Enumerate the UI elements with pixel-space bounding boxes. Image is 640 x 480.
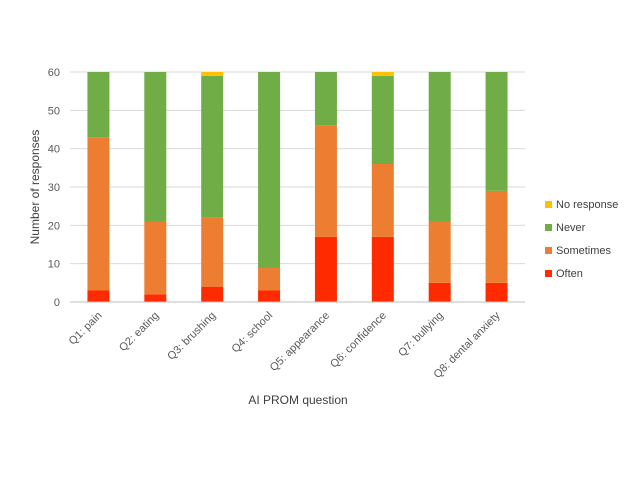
- bar-segment-never: [144, 72, 167, 222]
- y-tick-label: 30: [48, 182, 60, 194]
- bar-segment-sometimes: [201, 217, 224, 287]
- y-tick-label: 60: [48, 67, 60, 79]
- bar-segment-sometimes: [87, 137, 110, 291]
- x-tick-label: Q4: school: [230, 310, 276, 356]
- bar-segment-no-response: [371, 72, 394, 76]
- bar-segment-often: [485, 282, 508, 302]
- bar-segment-often: [428, 282, 451, 302]
- bar-segment-never: [314, 72, 337, 126]
- y-tick-label: 40: [48, 144, 60, 156]
- legend-label: Sometimes: [556, 245, 612, 257]
- bar-segment-often: [144, 294, 167, 302]
- bar-segment-sometimes: [144, 221, 167, 295]
- bar-segment-often: [371, 236, 394, 302]
- legend: No response Never Sometimes Often: [545, 199, 618, 280]
- legend-swatch: [545, 224, 552, 231]
- bar-segment-never: [87, 72, 110, 138]
- legend-label: Never: [556, 222, 586, 234]
- bar-segment-no-response: [201, 72, 224, 76]
- y-tick-label: 10: [48, 259, 60, 271]
- x-tick-label: Q7: bullying: [396, 310, 446, 360]
- x-tick-label: Q3: brushing: [165, 310, 218, 363]
- x-tick-label: Q1: pain: [67, 310, 105, 348]
- bar-segment-never: [371, 75, 394, 164]
- y-axis-title: Number of responses: [28, 130, 42, 245]
- bar-segment-sometimes: [371, 164, 394, 237]
- bar-segment-often: [201, 286, 224, 302]
- legend-swatch: [545, 270, 552, 277]
- bar-segment-often: [258, 290, 281, 302]
- bar-segment-never: [201, 75, 224, 218]
- bar-segment-never: [485, 72, 508, 191]
- y-tick-label: 20: [48, 220, 60, 232]
- x-tick-label: Q2: eating: [117, 310, 161, 354]
- axes: 0 10 20 30 40 50 60 Q1: pain Q2: eating Q3: brush…: [48, 67, 525, 381]
- bar-segment-sometimes: [428, 221, 451, 283]
- bar-segment-sometimes: [485, 190, 508, 283]
- bar-segment-never: [258, 72, 281, 268]
- y-tick-label: 0: [54, 297, 60, 309]
- gridlines: [70, 71, 525, 265]
- legend-label: No response: [556, 199, 618, 211]
- x-tick-label: Q5: appearance: [268, 310, 332, 374]
- x-tick-label: Q6: confidence: [328, 310, 389, 371]
- bars: [87, 72, 508, 302]
- bar-segment-often: [87, 290, 110, 302]
- legend-swatch: [545, 247, 552, 254]
- bar-segment-never: [428, 72, 451, 222]
- bar-segment-sometimes: [258, 267, 281, 291]
- legend-swatch: [545, 201, 552, 208]
- y-tick-label: 50: [48, 105, 60, 117]
- x-axis-title: AI PROM question: [248, 393, 347, 407]
- legend-label: Often: [556, 268, 583, 280]
- bar-segment-sometimes: [314, 125, 337, 237]
- bar-segment-often: [314, 236, 337, 302]
